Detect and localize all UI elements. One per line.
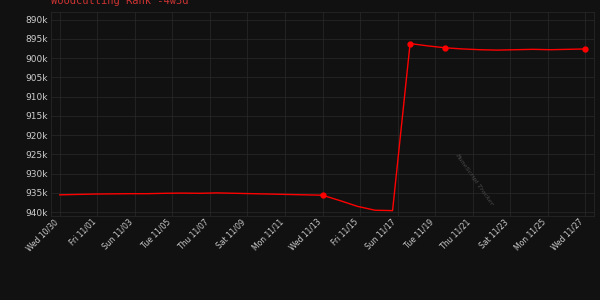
Text: RuneScript Tracker: RuneScript Tracker (455, 152, 494, 206)
Text: Woodcutting Rank -4w3d: Woodcutting Rank -4w3d (51, 0, 188, 6)
